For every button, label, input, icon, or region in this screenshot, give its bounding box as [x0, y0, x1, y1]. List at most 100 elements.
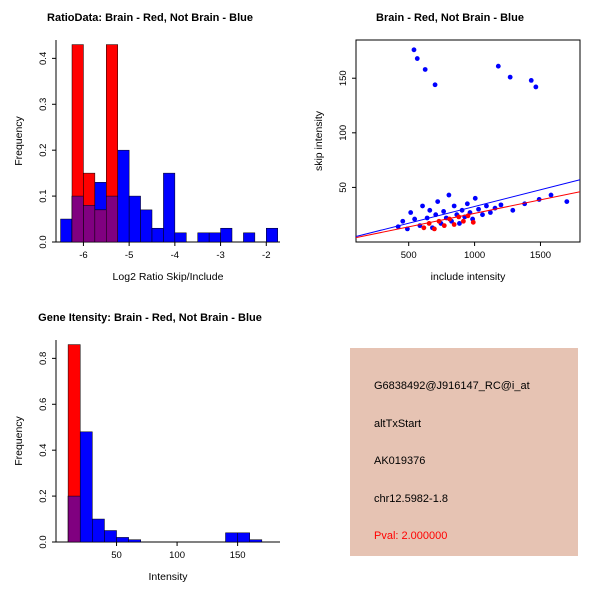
- info-line: AK019376: [374, 455, 426, 467]
- x-tick-label: -3: [216, 250, 224, 261]
- data-point: [498, 202, 504, 208]
- x-axis-label: Intensity: [148, 571, 188, 583]
- data-point: [495, 63, 501, 69]
- data-point: [420, 203, 425, 209]
- y-tick-label: 0.8: [38, 352, 49, 365]
- info-line: altTxStart: [374, 417, 422, 430]
- data-point: [408, 210, 414, 215]
- y-tick-label: 0.4: [38, 444, 49, 457]
- gene-info-panel: G6838492@J916147_RC@i_at altTxStart AK0193…: [300, 300, 600, 600]
- gene-info-box: G6838492@J916147_RC@i_at altTxStart AK0193…: [350, 348, 578, 556]
- data-point: [432, 82, 438, 88]
- x-tick-label: 1500: [530, 250, 551, 261]
- histogram-bar: [79, 431, 93, 543]
- ratio-histogram-title: RatioData: Brain - Red, Not Brain - Blue: [47, 12, 253, 24]
- histogram-bar: [163, 172, 176, 243]
- data-point: [451, 222, 457, 227]
- data-point: [533, 84, 539, 90]
- histogram-bar: [197, 232, 210, 243]
- gene-intensity-histogram-panel: Gene Itensity: Brain - Red, Not Brain - …: [0, 300, 300, 600]
- histogram-bar: [237, 532, 250, 543]
- data-point: [472, 195, 478, 201]
- data-point: [460, 218, 466, 224]
- data-point: [446, 192, 452, 198]
- y-tick-label: 150: [338, 70, 349, 86]
- data-point: [411, 47, 417, 53]
- data-point: [400, 218, 406, 224]
- y-axis-label: Frequency: [13, 415, 25, 465]
- ratio-histogram-panel: RatioData: Brain - Red, Not Brain - Blue…: [0, 0, 300, 300]
- info-line: Pval: 2.000000: [374, 530, 448, 542]
- data-point: [480, 212, 485, 218]
- histogram-bar: [225, 532, 238, 543]
- histogram-bar: [220, 227, 233, 243]
- info-line: chr12.5982-1.8: [374, 492, 448, 505]
- data-point: [510, 207, 516, 213]
- histogram-overlap-bar: [71, 195, 84, 243]
- histogram-overlap-bar: [94, 209, 107, 243]
- plot-frame: [355, 39, 581, 243]
- y-tick-label: 0.6: [38, 398, 49, 411]
- histogram-bar: [208, 232, 221, 243]
- data-point: [435, 199, 441, 205]
- intensity-scatter-panel: Brain - Red, Not Brain - Blue 500 1000 150…: [300, 0, 600, 300]
- y-tick-label: 0.3: [38, 98, 49, 111]
- x-tick-label: 150: [230, 550, 246, 561]
- histogram-bar: [266, 227, 278, 243]
- data-point: [422, 67, 428, 72]
- data-point: [421, 225, 427, 231]
- histogram-bar: [128, 195, 141, 243]
- y-tick-label: 0.4: [38, 52, 49, 65]
- histogram-bar: [243, 232, 256, 243]
- y-axis-label: Frequency: [13, 115, 25, 165]
- x-tick-label: -4: [171, 250, 179, 261]
- data-point: [564, 199, 570, 205]
- data-point: [457, 221, 462, 226]
- histogram-bar: [174, 232, 187, 243]
- histogram-bar: [140, 209, 153, 243]
- x-tick-label: -5: [125, 250, 133, 261]
- data-point: [470, 219, 476, 225]
- y-tick-label: 100: [338, 125, 349, 141]
- y-axis-label: skip intensity: [313, 110, 325, 171]
- y-tick-label: 50: [338, 182, 349, 193]
- data-point: [464, 201, 470, 207]
- x-tick-label: -2: [262, 250, 270, 261]
- gene-intensity-histogram-chart: 50 100 150 0.0 0.2 0.4 0.6 0.8 Intensity Frequenc…: [13, 340, 280, 583]
- data-point: [528, 78, 534, 83]
- x-tick-label: 1000: [464, 250, 485, 261]
- x-tick-label: 500: [401, 250, 417, 261]
- x-tick-label: -6: [79, 250, 87, 261]
- histogram-overlap-bar: [67, 495, 81, 543]
- gene-intensity-histogram-title: Gene Itensity: Brain - Red, Not Brain - …: [38, 312, 262, 324]
- y-tick-label: 0.0: [38, 535, 49, 548]
- histogram-bar: [60, 218, 73, 243]
- data-point: [484, 203, 489, 209]
- data-point: [441, 209, 447, 214]
- x-axis-label: include intensity: [431, 271, 506, 283]
- histogram-overlap-bar: [106, 195, 118, 243]
- histogram-bar: [104, 530, 117, 543]
- data-point: [432, 226, 437, 232]
- y-tick-label: 0.0: [38, 235, 49, 248]
- x-tick-label: 100: [169, 550, 185, 561]
- histogram-bar: [92, 518, 105, 543]
- histogram-bar: [151, 227, 164, 243]
- y-tick-label: 0.2: [38, 489, 49, 502]
- histogram-overlap-bar: [83, 205, 96, 243]
- regression-line: [355, 179, 581, 238]
- x-axis-label: Log2 Ratio Skip/Include: [113, 271, 224, 283]
- data-point: [507, 74, 513, 80]
- intensity-scatter-chart: 500 1000 1500 50 100 150 include intensity skip…: [313, 39, 581, 283]
- y-tick-label: 0.2: [38, 144, 49, 157]
- data-point: [488, 210, 493, 215]
- ratio-histogram-chart: -6 -5 -4 -3 -2 0.0 0.1 0.2 0.3 0.4 Log2 Ratio Skip…: [13, 40, 280, 283]
- histogram-bar: [117, 149, 130, 243]
- data-point: [412, 216, 418, 222]
- histogram-bar: [249, 539, 263, 543]
- info-line: G6838492@J916147_RC@i_at: [374, 380, 530, 392]
- x-tick-label: 50: [111, 550, 122, 561]
- data-point: [476, 206, 481, 212]
- data-point: [451, 203, 457, 209]
